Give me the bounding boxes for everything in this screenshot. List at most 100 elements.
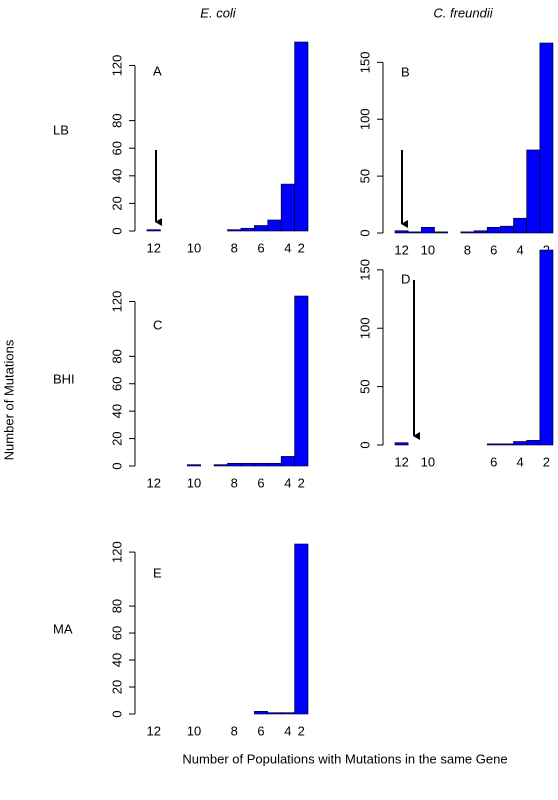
x-tick-label: 2 [298,240,305,255]
y-tick-label: 60 [109,377,124,391]
bar [539,249,554,446]
panel-label: E [153,565,162,580]
x-tick-label: 8 [231,240,238,255]
x-tick-label: 10 [187,240,201,255]
x-tick-label: 6 [257,723,264,738]
bar [240,462,255,467]
bar [526,440,541,446]
bar [280,712,295,715]
bar [407,231,422,234]
bar [486,227,501,234]
x-tick-label: 12 [394,454,408,469]
x-tick-label: 8 [231,723,238,738]
y-tick-label: 0 [109,462,124,469]
y-tick-label: 80 [109,599,124,613]
bar [213,464,228,467]
bar [240,227,255,232]
x-tick-label: 2 [298,475,305,490]
x-tick-label: 12 [146,240,160,255]
panel-label: C [153,317,162,332]
x-tick-label: 12 [146,723,160,738]
y-tick-label: 120 [109,541,124,563]
x-tick-label: 6 [490,242,497,257]
y-tick-label: 0 [109,710,124,717]
x-tick-label: 10 [421,454,435,469]
x-tick-label: 4 [516,454,523,469]
x-tick-label: 10 [421,242,435,257]
y-tick-label: 50 [357,169,372,183]
x-tick-label: 4 [284,475,291,490]
arrows [155,150,420,440]
bar [146,229,161,232]
bar [186,464,201,467]
x-tick-label: 4 [284,723,291,738]
x-tick-label: 6 [257,240,264,255]
y-tick-label: 20 [109,196,124,210]
y-tick-label: 100 [357,317,372,339]
bar [473,230,488,234]
bar [280,183,295,232]
bar [513,441,527,446]
x-tick-label: 6 [257,475,264,490]
x-tick-label: 8 [231,475,238,490]
bar [500,443,514,446]
x-tick-label: 8 [464,242,471,257]
bar [254,711,269,715]
y-tick-label: 0 [357,441,372,448]
column-label: C. freundii [433,5,493,20]
x-tick-label: 2 [543,454,550,469]
bar [434,231,448,234]
y-tick-label: 50 [357,379,372,393]
row-label: BHI [53,371,75,386]
bar [539,42,554,234]
y-tick-label: 20 [109,680,124,694]
x-tick-label: 10 [187,723,201,738]
bar [526,149,541,234]
panel-label: D [401,271,410,286]
bar [267,462,282,467]
panel-label: B [401,64,410,79]
y-tick-label: 80 [109,113,124,127]
row-label: MA [53,621,73,636]
y-tick-label: 0 [357,229,372,236]
bar [394,230,409,234]
bar [254,462,269,467]
x-tick-label: 10 [187,475,201,490]
y-tick-label: 40 [109,653,124,667]
bar [227,462,242,467]
panel-label: A [153,63,162,78]
bar [500,225,514,234]
bar [513,217,527,234]
y-tick-label: 120 [109,55,124,77]
bar [254,225,269,232]
y-tick-label: 40 [109,169,124,183]
y-axis-label: Number of Mutations [1,339,16,460]
y-tick-label: 60 [109,141,124,155]
y-tick-label: 0 [109,227,124,234]
bar [267,712,282,715]
row-label: LB [53,122,69,137]
x-tick-label: 4 [516,242,523,257]
bar [394,442,409,446]
bar [486,443,501,446]
bar [280,456,295,467]
y-tick-label: 80 [109,349,124,363]
x-axis-label: Number of Populations with Mutations in … [182,751,507,766]
y-tick-label: 40 [109,404,124,418]
x-tick-label: 12 [394,242,408,257]
x-tick-label: 2 [298,723,305,738]
y-tick-label: 150 [357,259,372,281]
bar [294,295,309,467]
y-tick-label: 150 [357,51,372,73]
bar [294,543,309,715]
bar [460,231,475,234]
bar [294,41,309,232]
y-tick-label: 60 [109,626,124,640]
bar [421,227,435,234]
x-tick-label: 4 [284,240,291,255]
x-tick-label: 6 [490,454,497,469]
column-label: E. coli [200,5,237,20]
y-tick-label: 100 [357,108,372,130]
x-tick-label: 12 [146,475,160,490]
